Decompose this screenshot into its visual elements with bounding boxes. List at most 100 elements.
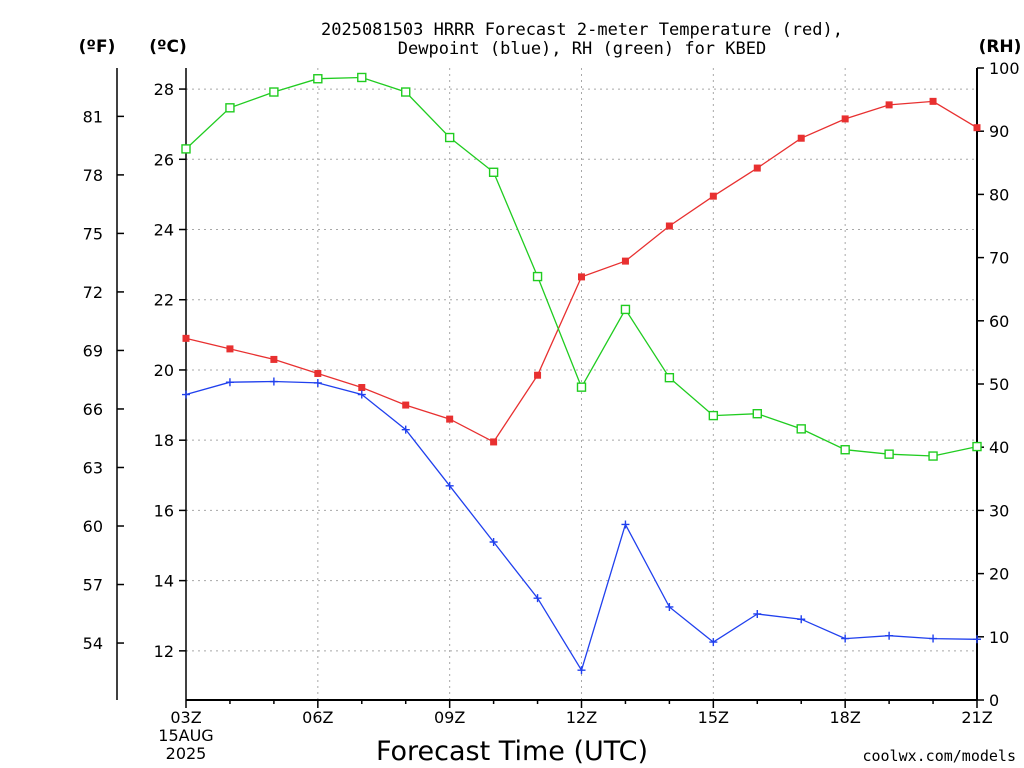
temperature-point (534, 371, 542, 379)
chart-title-line1: 2025081503 HRRR Forecast 2-meter Tempera… (321, 20, 843, 40)
rh-point (708, 410, 719, 421)
rh-point (576, 382, 587, 392)
celsius-tick-label: 18 (154, 431, 174, 450)
rh-point (928, 451, 938, 461)
rh-tick-label: 0 (989, 691, 999, 710)
temperature-series (182, 97, 981, 446)
x-axis-date-line1: 15AUG (158, 726, 213, 745)
dewpoint-point (313, 378, 322, 387)
dewpoint-point (973, 635, 981, 644)
rh-tick-label: 60 (989, 312, 1009, 331)
dewpoint-point (489, 538, 498, 546)
fahrenheit-tick-label: 66 (83, 400, 103, 419)
temperature-point (885, 101, 893, 109)
dewpoint-point (357, 390, 366, 399)
x-tick-label: 15Z (698, 708, 729, 727)
rh-tick-label: 80 (989, 185, 1009, 204)
celsius-unit-label: (ºC) (149, 37, 187, 57)
fahrenheit-tick-label: 78 (83, 166, 103, 185)
rh-point (620, 304, 631, 315)
dewpoint-point (401, 425, 410, 434)
celsius-tick-label: 28 (154, 80, 174, 99)
rh-tick-label: 40 (989, 438, 1009, 457)
fahrenheit-tick-label: 60 (83, 517, 103, 536)
rh-point (972, 441, 982, 452)
rh-tick-label: 90 (989, 122, 1009, 141)
dewpoint-point (533, 594, 542, 603)
celsius-tick-label: 12 (154, 642, 174, 661)
rh-point (313, 74, 323, 84)
dewpoint-point (182, 390, 190, 399)
dewpoint-point (753, 609, 762, 618)
chart-title-line2: Dewpoint (blue), RH (green) for KBED (398, 39, 766, 59)
dewpoint-point (621, 520, 630, 529)
temperature-point (753, 164, 761, 172)
rh-point (796, 424, 806, 434)
temperature-point (314, 369, 322, 377)
rh-point (488, 167, 499, 177)
rh-tick-label: 20 (989, 565, 1009, 584)
temperature-point (182, 334, 190, 342)
rh-tick-label: 10 (989, 628, 1009, 647)
temperature-point (841, 115, 849, 123)
dewpoint-point (269, 377, 278, 386)
x-tick-label: 09Z (434, 708, 465, 727)
x-tick-label: 18Z (830, 708, 861, 727)
temperature-point (490, 438, 498, 446)
x-axis-title: Forecast Time (UTC) (376, 736, 648, 767)
rh-unit-label: (RH) (979, 37, 1022, 57)
fahrenheit-tick-label: 72 (83, 283, 103, 302)
celsius-tick-label: 20 (154, 361, 174, 380)
rh-series (181, 72, 982, 461)
fahrenheit-tick-label: 54 (83, 634, 103, 653)
temperature-point (270, 355, 278, 363)
rh-point (225, 103, 235, 113)
dewpoint-point (665, 602, 674, 611)
temperature-point (929, 97, 937, 105)
dewpoint-point (709, 638, 718, 647)
temperature-point (578, 273, 585, 281)
temperature-point (446, 415, 454, 423)
fahrenheit-tick-label: 75 (83, 224, 103, 243)
temperature-point (797, 134, 805, 142)
temperature-point (226, 345, 234, 353)
rh-point (532, 271, 543, 282)
celsius-tick-label: 24 (154, 221, 174, 240)
rh-tick-label: 30 (989, 501, 1009, 520)
x-axis-date-line2: 2025 (166, 744, 207, 763)
temperature-point (358, 384, 366, 392)
fahrenheit-unit-label: (ºF) (79, 37, 116, 57)
dewpoint-point (577, 666, 586, 675)
temperature-point (973, 124, 981, 132)
temperature-point (665, 222, 673, 230)
celsius-tick-label: 14 (154, 572, 174, 591)
rh-point (664, 372, 675, 383)
temperature-point (709, 192, 717, 200)
rh-point (752, 409, 762, 419)
x-tick-label: 21Z (961, 708, 992, 727)
rh-tick-label: 50 (989, 375, 1009, 394)
rh-point (181, 144, 191, 154)
dewpoint-point (841, 634, 850, 643)
axes: 12 14 16 18 20 22 24 26 28 54 57 60 63 66 69 72 75 78 81 0 1… (83, 59, 1020, 727)
temperature-point (621, 257, 629, 265)
rh-tick-label: 100 (989, 59, 1020, 78)
celsius-tick-label: 16 (154, 501, 174, 520)
dewpoint-series (182, 377, 981, 675)
fahrenheit-tick-label: 81 (83, 107, 103, 126)
rh-point (444, 132, 455, 143)
x-tick-label: 03Z (170, 708, 201, 727)
rh-point (840, 445, 850, 455)
x-tick-label: 06Z (302, 708, 333, 727)
dewpoint-point (885, 631, 894, 640)
rh-point (401, 87, 411, 97)
dewpoint-point (797, 615, 806, 624)
temperature-point (402, 401, 410, 409)
dewpoint-point (929, 634, 938, 643)
rh-point (357, 72, 367, 83)
rh-point (269, 87, 279, 97)
x-tick-label: 12Z (566, 708, 597, 727)
fahrenheit-tick-label: 63 (83, 458, 103, 477)
celsius-tick-label: 22 (154, 291, 174, 310)
